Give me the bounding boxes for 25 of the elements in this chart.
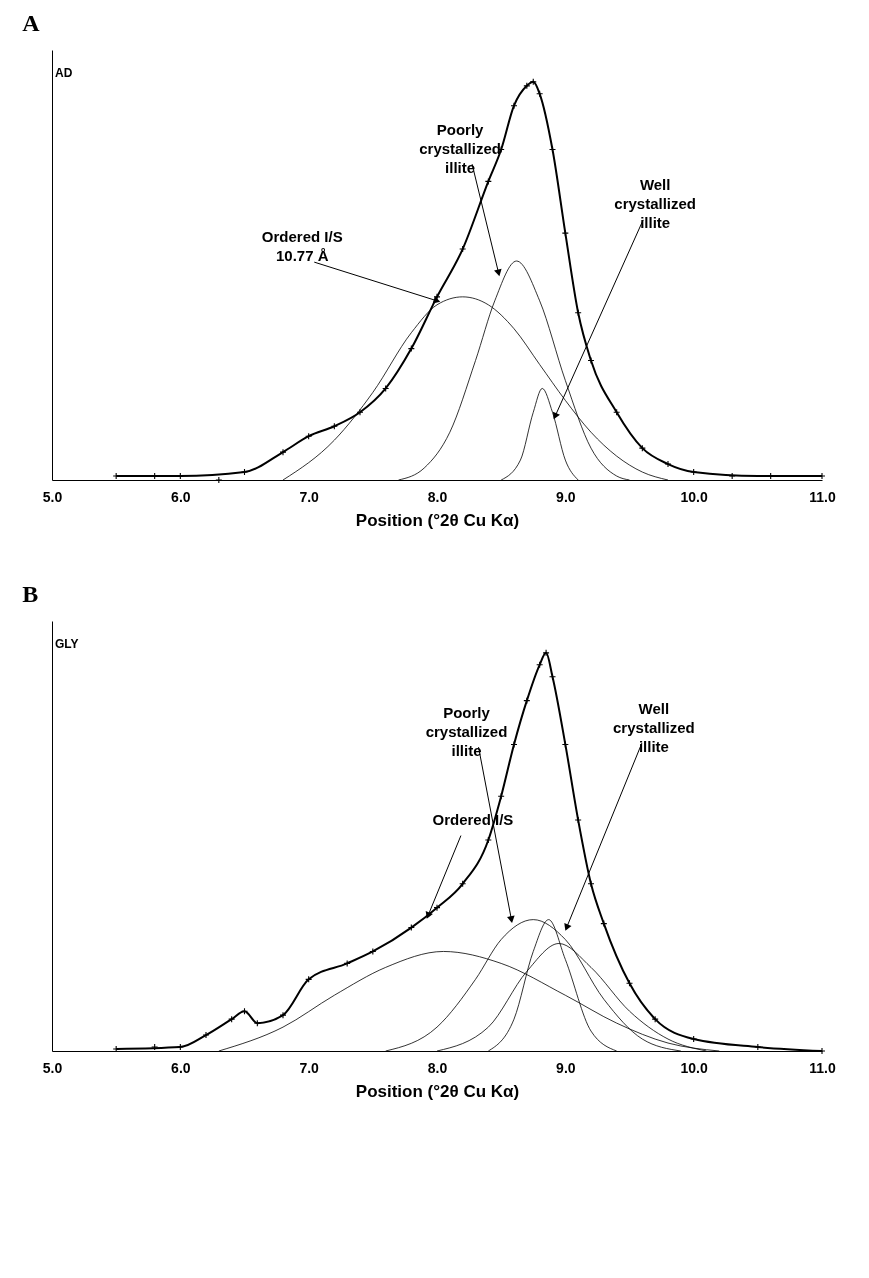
annotation: Well crystallized illite [614,176,697,232]
x-tick-label: 11.0 [809,1059,836,1076]
x-tick-label: 6.0 [171,488,191,505]
x-tick-label: 11.0 [809,488,836,505]
text: GLY [55,637,79,651]
x-tick-label: 5.0 [42,1059,63,1076]
x-tick-label: 10.0 [680,1059,708,1076]
x-tick-label: 7.0 [299,488,320,505]
x-tick-label: 9.0 [556,1059,576,1076]
annotation: Poorly crystallized illite [425,703,508,759]
x-axis-title: Position (°2θ Cu Kα) [355,510,520,530]
x-axis-title: Position (°2θ Cu Kα) [355,1081,520,1101]
text: AD [55,66,73,80]
x-tick-label: 8.0 [427,488,448,505]
x-tick-label: 5.0 [42,488,63,505]
x-tick-label: 9.0 [556,488,576,505]
annotation: Ordered I/S [432,811,514,829]
annotation: Well crystallized illite [613,699,695,755]
chart-title: B [22,581,39,607]
x-tick-label: 6.0 [171,1059,191,1076]
x-tick-label: 10.0 [680,488,708,505]
annotation: Ordered I/S 10.77 Å [261,228,343,265]
chart-title: A [22,10,41,36]
x-tick-label: 7.0 [299,1059,320,1076]
x-tick-label: 8.0 [427,1059,448,1076]
